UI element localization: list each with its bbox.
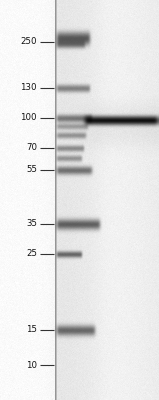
Text: 250: 250 [21, 38, 37, 46]
Text: 15: 15 [26, 326, 37, 334]
Text: 55: 55 [26, 166, 37, 174]
Text: 100: 100 [21, 114, 37, 122]
Text: 70: 70 [26, 144, 37, 152]
Text: 130: 130 [21, 84, 37, 92]
Text: 10: 10 [26, 360, 37, 370]
Text: 35: 35 [26, 220, 37, 228]
Text: 25: 25 [26, 250, 37, 258]
